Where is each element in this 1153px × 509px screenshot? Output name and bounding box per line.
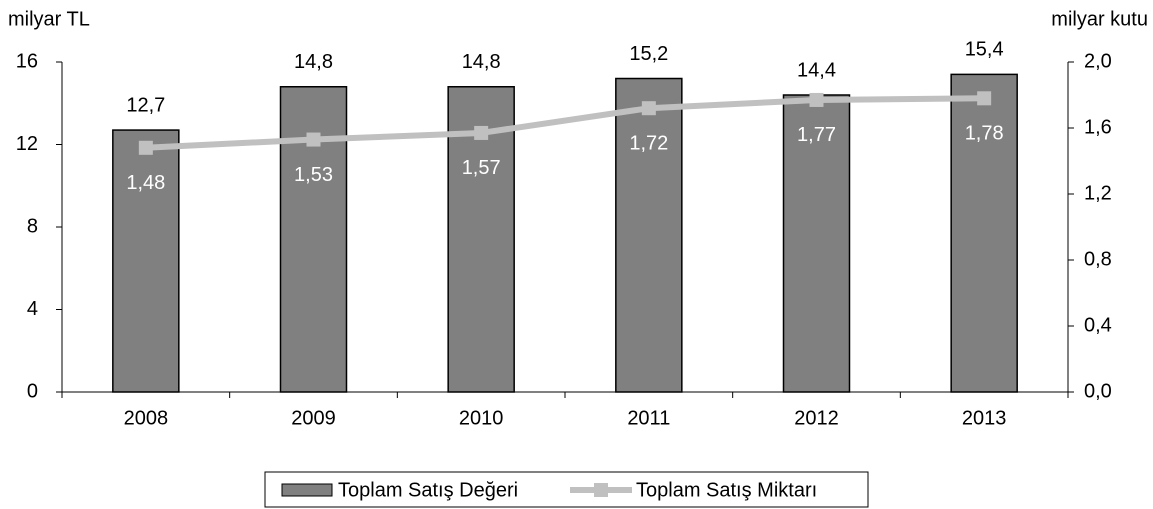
y-tick-label: 4 (27, 298, 38, 320)
x-tick-label: 2011 (627, 407, 670, 429)
y2-tick-label: 0,4 (1084, 314, 1112, 336)
legend-label: Toplam Satış Miktarı (636, 479, 817, 501)
line-marker (138, 140, 153, 155)
bar-value-label: 15,2 (629, 43, 668, 65)
bar (112, 129, 180, 393)
y-tick-label: 12 (16, 133, 38, 155)
y-tick-label: 0 (27, 380, 38, 402)
bar-value-label: 14,8 (462, 51, 501, 73)
y-tick-label: 8 (27, 215, 38, 237)
y2-tick-label: 1,2 (1084, 182, 1112, 204)
legend-box (264, 471, 869, 508)
line-value-label: 1,78 (965, 123, 1004, 145)
legend-label: Toplam Satış Değeri (338, 479, 518, 501)
bar (279, 86, 348, 393)
line-value-label: 1,48 (126, 172, 165, 194)
legend-marker (594, 483, 608, 497)
line-value-label: 1,77 (797, 124, 836, 146)
x-tick-label: 2013 (962, 407, 1007, 429)
y2-tick-label: 0,0 (1084, 380, 1112, 402)
bar (950, 73, 1018, 393)
legend-swatch (281, 483, 333, 497)
line-marker (641, 101, 656, 116)
bar-value-label: 14,8 (294, 51, 333, 73)
bar (615, 77, 683, 393)
y2-tick-label: 2,0 (1084, 50, 1112, 72)
y-axis-label: milyar TL (8, 8, 90, 30)
x-tick-label: 2008 (124, 407, 169, 429)
y2-tick-label: 0,8 (1084, 248, 1112, 270)
line-value-label: 1,57 (462, 157, 501, 179)
y2-tick-label: 1,6 (1084, 116, 1112, 138)
x-tick-label: 2012 (794, 407, 839, 429)
line-value-label: 1,53 (294, 164, 333, 186)
line-marker (977, 91, 992, 106)
y2-axis-label: milyar kutu (1051, 8, 1148, 30)
line-value-label: 1,72 (629, 132, 668, 154)
x-tick-label: 2009 (291, 407, 336, 429)
bar-value-label: 12,7 (126, 94, 165, 116)
line-marker (306, 132, 321, 147)
bar-value-label: 15,4 (965, 39, 1004, 61)
bar-value-label: 14,4 (797, 59, 836, 81)
y-tick-label: 16 (16, 50, 38, 72)
line (145, 95, 985, 151)
line-marker (809, 92, 824, 107)
line-marker (474, 125, 489, 140)
x-tick-label: 2010 (459, 407, 504, 429)
